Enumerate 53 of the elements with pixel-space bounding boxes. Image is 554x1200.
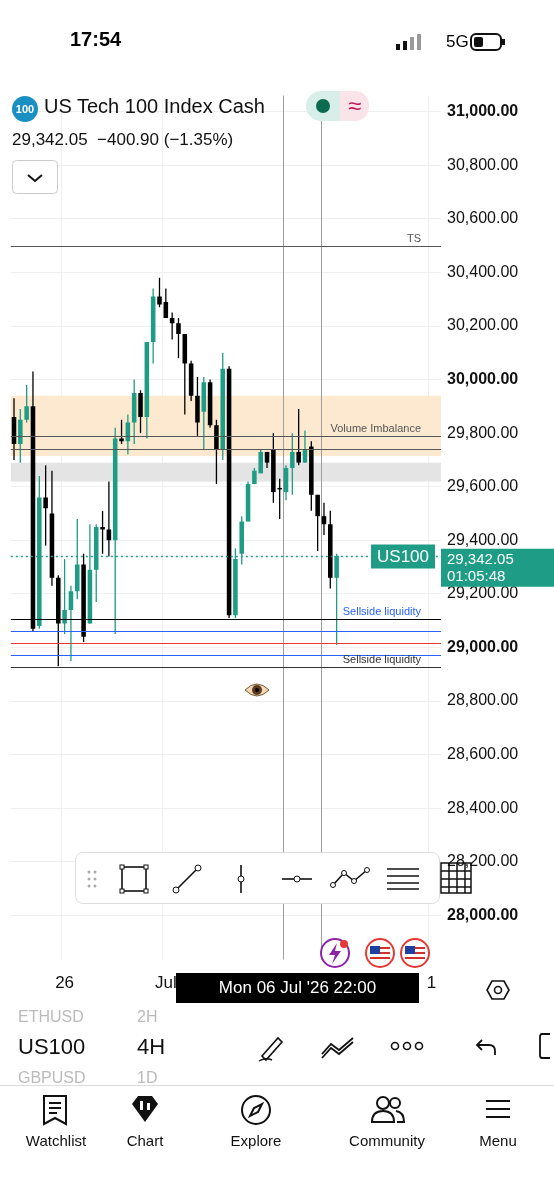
text: 17:54: [70, 28, 122, 51]
text: Mon 06 Jul '26 22:00: [176, 973, 419, 1003]
text: GBPUSD: [18, 1069, 86, 1087]
candlestick: [315, 494, 320, 552]
text: 01:05:48: [447, 566, 506, 584]
x-tick-label: 26: [55, 973, 75, 993]
ref-line-label: Sellside liquidity: [342, 653, 422, 666]
candlestick: [43, 464, 48, 547]
y-tick-label: 29,800.00: [447, 423, 519, 441]
y-tick-label: 30,800.00: [447, 155, 519, 173]
y-tick-label: 29,000.00: [447, 637, 519, 655]
text: 2H: [137, 1008, 158, 1026]
text: 29,342.05: [447, 549, 514, 567]
text: Menu: [478, 1132, 518, 1149]
text: Explore: [229, 1132, 283, 1149]
y-tick-label: 30,200.00: [447, 316, 519, 334]
y-tick-label: 28,200.00: [447, 852, 519, 870]
y-tick-label: 29,200.00: [447, 584, 519, 602]
y-tick-label: 28,600.00: [447, 745, 519, 763]
ref-line-label: Sellside liquidity: [342, 605, 422, 618]
annotation: 100: [12, 96, 38, 122]
text: Chart: [125, 1132, 165, 1149]
y-tick-label: 28,800.00: [447, 691, 519, 709]
y-tick-label: 31,000.00: [447, 102, 519, 120]
candlestick: [157, 277, 162, 308]
x-tick-label: 1: [426, 973, 437, 993]
text: Watchlist: [24, 1132, 88, 1149]
candlestick: [290, 432, 295, 496]
annotation: ≈: [340, 91, 370, 121]
ref-line-label: Volume Imbalance: [330, 422, 421, 435]
y-tick-label: 29,400.00: [447, 530, 519, 548]
y-tick-label: 30,000.00: [447, 369, 519, 387]
candlestick: [62, 558, 67, 635]
candlestick: [176, 317, 181, 359]
ref-line-label: US100: [377, 547, 429, 567]
y-tick-label: 28,400.00: [447, 798, 519, 816]
y-tick-label: 29,600.00: [447, 477, 519, 495]
text: ETHUSD: [18, 1008, 84, 1026]
candlestick: [24, 384, 29, 424]
y-tick-label: 30,400.00: [447, 262, 519, 280]
chart-title: US Tech 100 Index Cash: [44, 95, 265, 118]
text: 29,342.05 −400.90 (−1.35%): [12, 130, 234, 150]
y-tick-label: 30,600.00: [447, 209, 519, 227]
text: Community: [348, 1132, 426, 1149]
text: 4H: [137, 1034, 166, 1060]
text: 1D: [137, 1069, 158, 1087]
text: US100: [18, 1034, 86, 1060]
candlestick: [296, 408, 301, 466]
ref-line-label: TS: [406, 232, 421, 245]
candlestick: [100, 510, 105, 555]
y-tick-label: 28,000.00: [447, 905, 519, 923]
x-tick-label: Jul: [154, 973, 177, 993]
text: 5G: [446, 32, 469, 52]
